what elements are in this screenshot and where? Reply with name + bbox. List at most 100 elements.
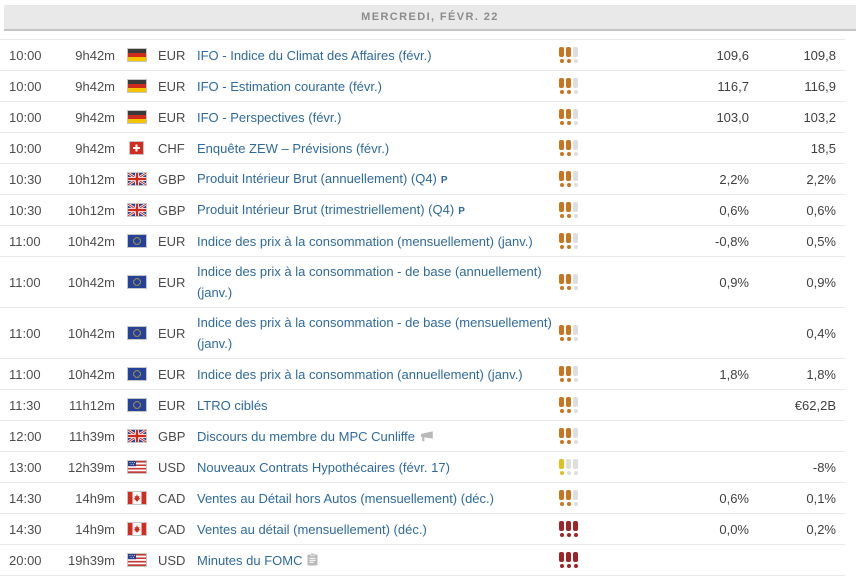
germany-flag <box>126 79 147 93</box>
event-currency: EUR <box>158 78 186 94</box>
event-time: 10:30 <box>9 202 42 218</box>
speech-icon <box>420 431 433 441</box>
bull-icon <box>573 233 578 249</box>
event-row[interactable]: 10:30 10h12m GBP Produit Intérieur Brut (an… <box>0 164 845 195</box>
united-states-flag <box>126 553 147 567</box>
event-row[interactable]: 12:00 11h39m GBP Discours du membre du MPC … <box>0 421 845 452</box>
event-previous: 116,9 <box>804 78 836 94</box>
event-forecast: 109,6 <box>716 47 749 63</box>
event-link[interactable]: Produit Intérieur Brut (annuellement) (Q… <box>197 170 437 186</box>
bull-icon <box>566 428 571 444</box>
bull-icon <box>559 552 564 568</box>
bull-icon <box>566 459 571 475</box>
importance-bulls <box>559 78 585 94</box>
event-link[interactable]: Enquête ZEW – Prévisions (févr.) <box>197 140 390 156</box>
event-link[interactable]: Indice des prix à la consommation - de b… <box>197 315 552 351</box>
bull-icon <box>559 325 564 341</box>
event-previous: 103,2 <box>803 109 836 125</box>
event-link[interactable]: Indice des prix à la consommation (mensu… <box>197 233 533 249</box>
event-time: 14:30 <box>9 521 42 537</box>
event-link[interactable]: IFO - Indice du Climat des Affaires (fév… <box>197 47 432 63</box>
importance-bulls <box>559 47 585 63</box>
switzerland-flag <box>129 141 144 155</box>
event-time: 10:00 <box>9 78 42 94</box>
bull-icon <box>566 521 571 537</box>
importance-bulls <box>559 171 585 187</box>
event-forecast: 0,9% <box>719 274 749 290</box>
european-union-flag <box>126 326 147 340</box>
event-row[interactable]: 10:00 9h42m EUR IFO - Indice du Climat des … <box>0 40 845 71</box>
event-currency: GBP <box>158 428 186 444</box>
event-time: 11:00 <box>9 325 41 341</box>
event-row[interactable]: 20:00 19h39m USD Minutes du FOMC <box>0 545 845 576</box>
bull-icon <box>566 274 571 290</box>
bull-icon <box>566 47 571 63</box>
bull-icon <box>559 78 564 94</box>
event-link[interactable]: Ventes au Détail hors Autos (mensuelleme… <box>197 490 494 506</box>
bull-icon <box>573 428 578 444</box>
bull-icon <box>573 521 578 537</box>
importance-bulls <box>559 397 585 413</box>
event-countdown: 14h9m <box>75 490 115 506</box>
event-currency: GBP <box>158 202 186 218</box>
event-link[interactable]: Indice des prix à la consommation - de b… <box>197 264 542 300</box>
event-currency: CAD <box>158 521 186 537</box>
event-link[interactable]: Produit Intérieur Brut (trimestriellemen… <box>197 201 455 217</box>
bull-icon <box>566 325 571 341</box>
event-row[interactable]: 11:00 10h42m EUR Indice des prix à la conso… <box>0 359 845 390</box>
event-link[interactable]: IFO - Perspectives (févr.) <box>197 109 342 125</box>
bull-icon <box>573 274 578 290</box>
event-row[interactable]: 14:30 14h9m CAD Ventes au Détail hors Autos… <box>0 483 845 514</box>
event-currency: EUR <box>158 47 186 63</box>
event-currency: EUR <box>158 109 186 125</box>
event-row[interactable]: 10:00 9h42m EUR IFO - Estimation courante (… <box>0 71 845 102</box>
event-row[interactable]: 11:30 11h12m EUR LTRO ciblés €62,2B <box>0 390 845 421</box>
bull-icon <box>573 459 578 475</box>
event-forecast: 0,6% <box>719 490 749 506</box>
event-countdown: 9h42m <box>75 140 115 156</box>
event-link[interactable]: Discours du membre du MPC Cunliffe <box>197 428 415 444</box>
bull-icon <box>566 233 571 249</box>
event-currency: GBP <box>158 171 186 187</box>
event-countdown: 9h42m <box>75 47 115 63</box>
importance-bulls <box>559 109 585 125</box>
event-link[interactable]: Minutes du FOMC <box>197 552 303 568</box>
importance-bulls <box>559 202 585 218</box>
bull-icon <box>559 233 564 249</box>
event-row[interactable]: 11:00 10h42m EUR Indice des prix à la conso… <box>0 257 845 308</box>
event-currency: EUR <box>158 325 186 341</box>
event-countdown: 10h42m <box>68 274 115 290</box>
event-previous: -8% <box>812 459 836 475</box>
bull-icon <box>566 202 571 218</box>
united-kingdom-flag <box>126 429 147 443</box>
event-link[interactable]: Ventes au détail (mensuellement) (déc.) <box>197 521 427 537</box>
event-previous: 0,4% <box>806 325 836 341</box>
bull-icon <box>559 366 564 382</box>
event-link[interactable]: Nouveaux Contrats Hypothécaires (févr. 1… <box>197 459 450 475</box>
event-link[interactable]: LTRO ciblés <box>197 397 268 413</box>
event-row[interactable]: 11:00 10h42m EUR Indice des prix à la conso… <box>0 308 845 359</box>
event-row[interactable]: 10:00 9h42m CHF Enquête ZEW – Prévisions (f… <box>0 133 845 164</box>
bull-icon <box>573 109 578 125</box>
bull-icon <box>573 325 578 341</box>
event-previous: €62,2B <box>794 397 836 413</box>
event-currency: CHF <box>158 140 185 156</box>
event-link[interactable]: Indice des prix à la consommation (annue… <box>197 366 523 382</box>
bull-icon <box>566 109 571 125</box>
event-row[interactable]: 10:30 10h12m GBP Produit Intérieur Brut (tr… <box>0 195 845 226</box>
germany-flag <box>126 110 147 124</box>
preliminary-marker: P <box>458 205 465 217</box>
event-time: 20:00 <box>9 552 42 568</box>
bull-icon <box>559 397 564 413</box>
event-link[interactable]: IFO - Estimation courante (févr.) <box>197 78 382 94</box>
economic-calendar-table: 10:00 9h42m EUR IFO - Indice du Climat des … <box>0 39 845 576</box>
european-union-flag <box>126 275 147 289</box>
event-row[interactable]: 10:00 9h42m EUR IFO - Perspectives (févr.) 1… <box>0 102 845 133</box>
importance-bulls <box>559 490 585 506</box>
event-row[interactable]: 13:00 12h39m USD Nouveaux Contrats Hypothéc… <box>0 452 845 483</box>
bull-icon <box>559 274 564 290</box>
event-row[interactable]: 14:30 14h9m CAD Ventes au détail (mensuelle… <box>0 514 845 545</box>
event-row[interactable]: 11:00 10h42m EUR Indice des prix à la conso… <box>0 226 845 257</box>
bull-icon <box>559 109 564 125</box>
event-countdown: 10h12m <box>68 171 115 187</box>
